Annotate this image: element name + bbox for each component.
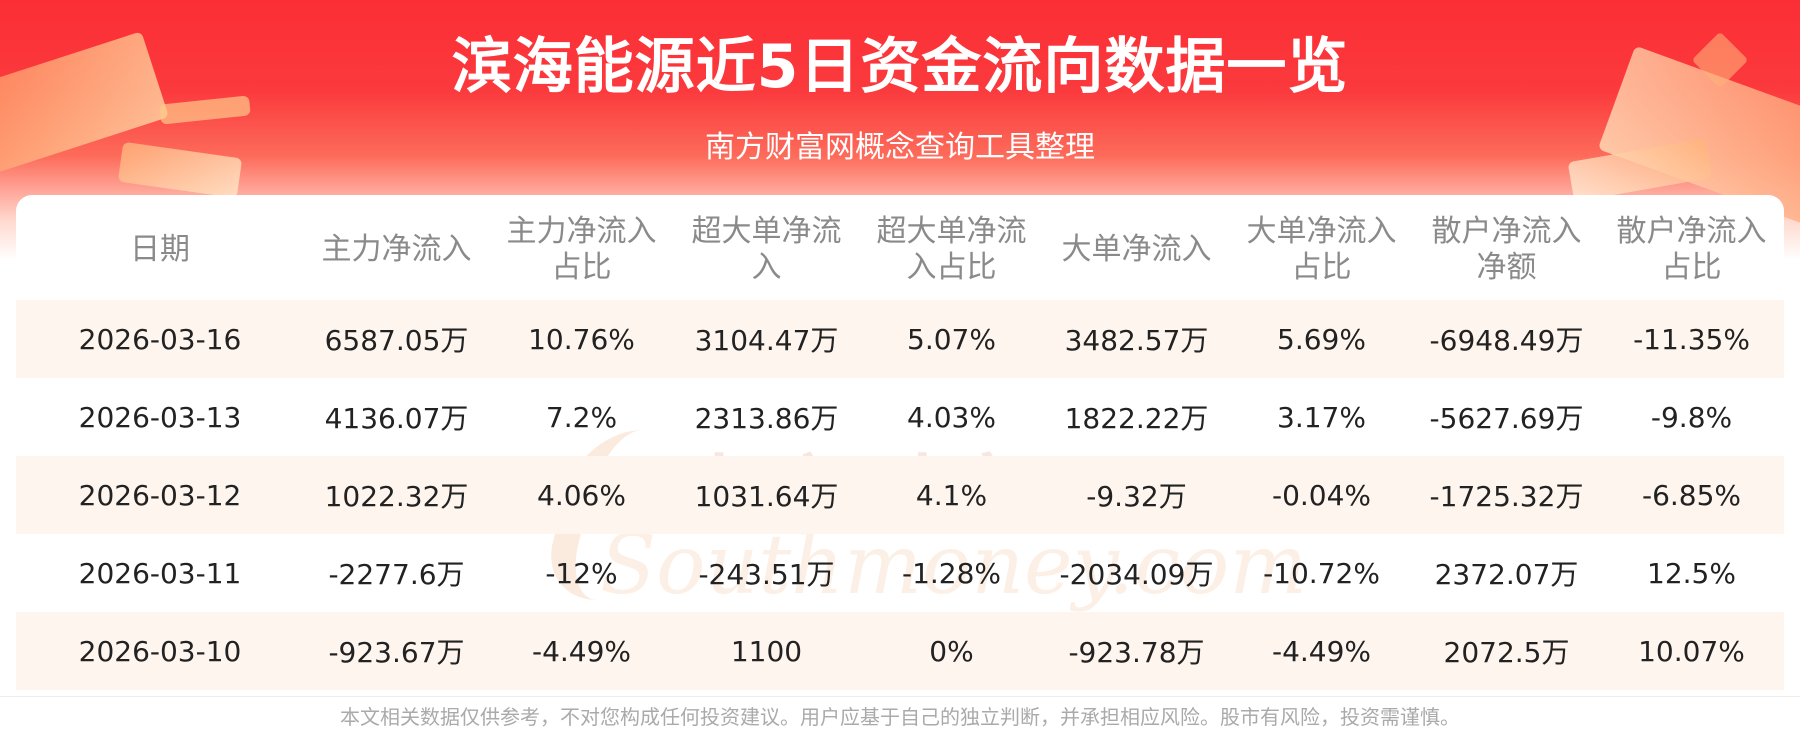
column-header: 散户净流入 占比 (1616, 214, 1767, 285)
table-cell: 10.07% (1638, 634, 1745, 668)
table-cell: 2026-03-10 (78, 634, 242, 668)
table-cell: -923.67万 (328, 636, 465, 669)
table-cell: -9.32万 (1086, 480, 1187, 513)
table-cell: 2313.86万 (694, 402, 839, 435)
column-header: 日期 (130, 232, 190, 267)
table-cell: -9.8% (1650, 400, 1733, 434)
column-header: 主力净流入 (321, 232, 472, 267)
table-cell: -243.51万 (698, 558, 835, 591)
table-cell: -2277.6万 (328, 558, 465, 591)
table-cell: 2026-03-11 (78, 556, 242, 590)
table-cell: 1822.22万 (1064, 402, 1209, 435)
table-cell: 5.07% (907, 322, 996, 356)
table-row: 2026-03-12 1022.32万 4.06% 1031.64万 4.1% -9.32… (16, 456, 1784, 534)
table-cell: 6587.05万 (324, 324, 469, 357)
column-header: 散户净流入 净额 (1431, 214, 1582, 285)
table-cell: 7.2% (545, 400, 618, 434)
table-cell: -923.78万 (1068, 636, 1205, 669)
table-card (16, 195, 1784, 695)
page-subtitle: 南方财富网概念查询工具整理 (705, 130, 1095, 165)
column-header: 超大单净流 入占比 (876, 214, 1027, 285)
table-cell: -4.49% (531, 634, 632, 668)
table-cell: 3104.47万 (694, 324, 839, 357)
table-cell: -4.49% (1271, 634, 1372, 668)
table-cell: -12% (545, 556, 618, 590)
table-row: 2026-03-13 4136.07万 7.2% 2313.86万 4.03% 1822.… (16, 378, 1784, 456)
table-cell: 5.69% (1277, 322, 1366, 356)
table-cell: -6948.49万 (1429, 324, 1584, 357)
table-cell: 2372.07万 (1434, 558, 1579, 591)
column-header: 主力净流入 占比 (506, 214, 657, 285)
table-row: 2026-03-10 -923.67万 -4.49% 1100 0% -923.78万 -4… (16, 612, 1784, 690)
table-cell: 3482.57万 (1064, 324, 1209, 357)
table-cell: 2026-03-12 (78, 478, 242, 512)
column-header: 大单净流入 占比 (1246, 214, 1397, 285)
table-cell: 2026-03-13 (78, 400, 242, 434)
table-cell: 1100 (730, 634, 803, 668)
table-cell: 4.03% (907, 400, 996, 434)
table-cell: 0% (929, 634, 974, 668)
table-cell: 4.06% (537, 478, 626, 512)
page-title: 滨海能源近5日资金流向数据一览 (451, 32, 1349, 102)
table-cell: -5627.69万 (1429, 402, 1584, 435)
table-cell: -10.72% (1263, 556, 1380, 590)
table-cell: -2034.09万 (1059, 558, 1214, 591)
table-cell: -0.04% (1271, 478, 1372, 512)
table-cell: -1725.32万 (1429, 480, 1584, 513)
table-cell: 4.1% (915, 478, 988, 512)
table-cell: 2026-03-16 (78, 322, 242, 356)
table-header: 日期 主力净流入 主力净流入 占比 超大单净流 入超大单净流 入占比 大单净流入 大单净流… (16, 200, 1784, 300)
table-cell: 10.76% (528, 322, 635, 356)
disclaimer: 本文相关数据仅供参考，不对您构成任何投资建议。用户应基于自己的独立判断，并承担相… (0, 696, 1800, 744)
table-row: 2026-03-16 6587.05万 10.76% 3104.47万 5.07% 348… (16, 300, 1784, 378)
table-cell: -6.85% (1641, 478, 1742, 512)
table-cell: 1022.32万 (324, 480, 469, 513)
column-header: 超大单净流 入 (691, 214, 842, 285)
table-cell: -1.28% (901, 556, 1002, 590)
table-row: 2026-03-11 -2277.6万 -12% -243.51万 -1.28% -203… (16, 534, 1784, 612)
table-cell: -11.35% (1633, 322, 1750, 356)
table-cell: 12.5% (1647, 556, 1736, 590)
table-cell: 2072.5万 (1443, 636, 1570, 669)
column-header: 大单净流入 (1061, 232, 1212, 267)
table-cell: 3.17% (1277, 400, 1366, 434)
table-cell: 4136.07万 (324, 402, 469, 435)
table-cell: 1031.64万 (694, 480, 839, 513)
